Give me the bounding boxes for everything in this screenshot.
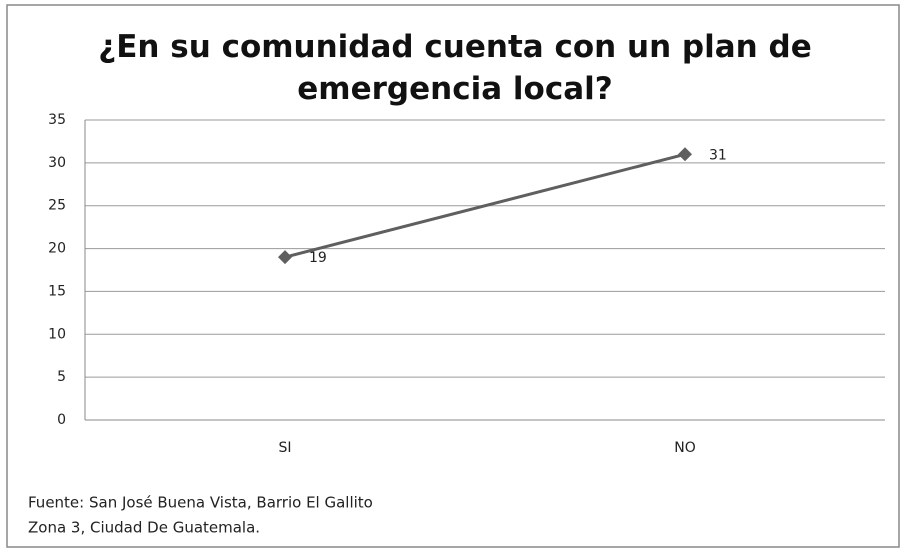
data-label: 19 (309, 250, 327, 266)
data-label: 31 (709, 147, 727, 163)
y-tick-label: 25 (48, 198, 66, 214)
x-tick-label: NO (674, 440, 696, 456)
y-tick-label: 15 (48, 283, 66, 299)
source-note: Zona 3, Ciudad De Guatemala. (28, 519, 260, 537)
x-tick-label: SI (278, 440, 291, 456)
y-tick-label: 5 (57, 369, 66, 385)
chart-title: ¿En su comunidad cuenta con un plan de e… (98, 29, 812, 107)
y-tick-label: 10 (48, 326, 66, 342)
marker (678, 147, 692, 162)
chart-frame (6, 4, 900, 548)
y-tick-label: 30 (48, 155, 66, 171)
y-tick-label: 0 (57, 412, 66, 428)
source-note: Fuente: San José Buena Vista, Barrio El … (28, 494, 373, 512)
marker (278, 250, 292, 265)
y-tick-label: 20 (48, 241, 66, 257)
line (284, 152, 686, 259)
y-tick-label: 35 (48, 112, 66, 128)
